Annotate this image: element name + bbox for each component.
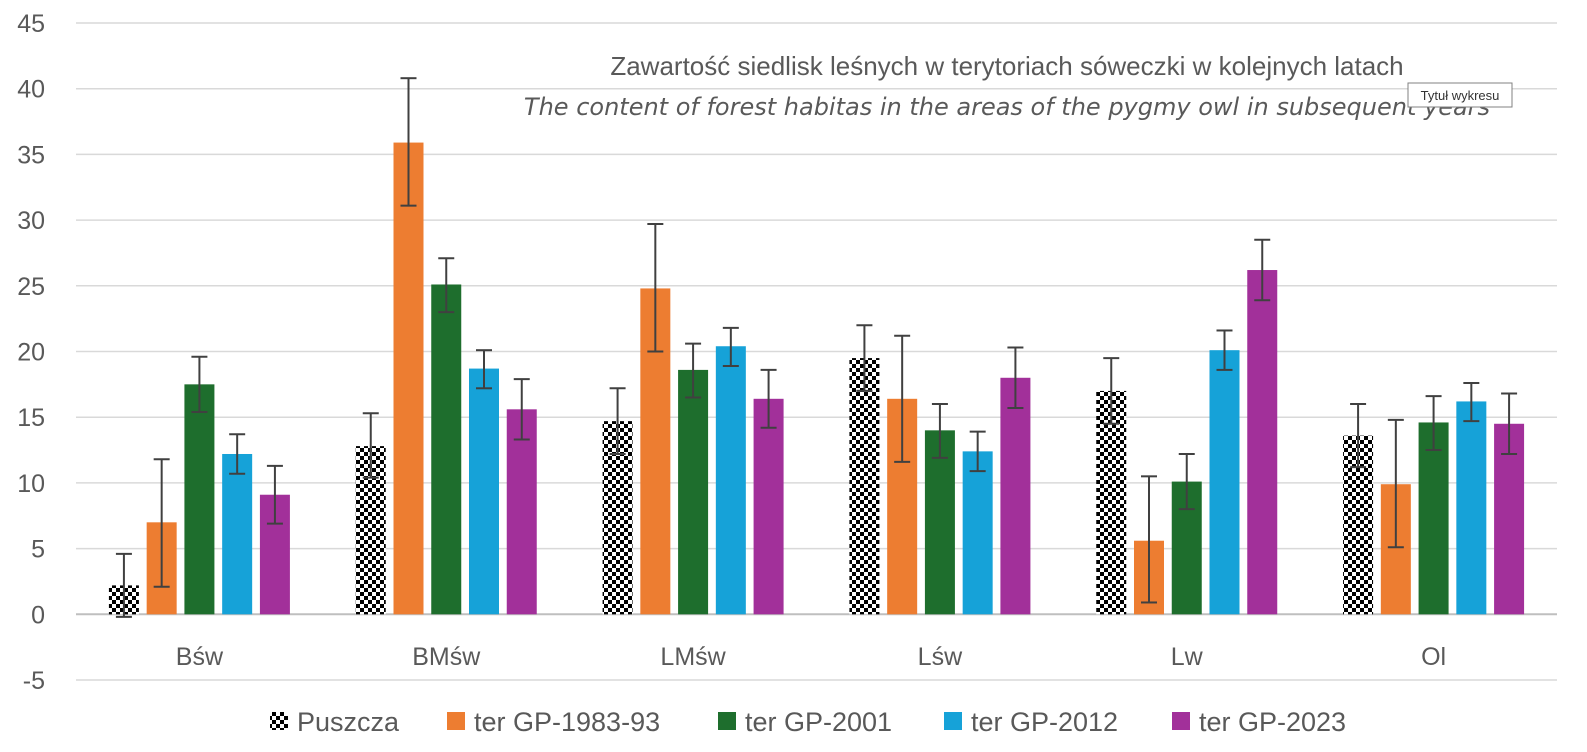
- legend-swatch: [1172, 712, 1190, 730]
- legend-label: ter GP-2023: [1199, 707, 1346, 737]
- bar: [1209, 350, 1240, 615]
- x-axis-categories: Bśw BMśw LMśw Lśw Lw Ol: [176, 643, 1446, 671]
- y-tick-label: 45: [17, 10, 45, 38]
- y-tick-label: 10: [17, 470, 45, 498]
- bar: [849, 358, 880, 615]
- legend-swatch: [718, 712, 736, 730]
- bar: [222, 453, 253, 615]
- bar: [1418, 422, 1449, 615]
- legend-label: Puszcza: [297, 707, 400, 737]
- bar: [753, 398, 784, 615]
- category-label: LMśw: [660, 643, 726, 671]
- y-tick-label: 15: [17, 404, 45, 432]
- y-tick-label: 40: [17, 76, 45, 104]
- y-axis-ticks: -5 0 5 10 15 20 25 30 35 40 45: [17, 10, 45, 695]
- legend-label: ter GP-2001: [745, 707, 892, 737]
- chart-title-tooltip: Tytuł wykresu: [1407, 82, 1513, 108]
- category-label: BMśw: [412, 643, 481, 671]
- bar: [393, 142, 424, 615]
- bar: [184, 384, 215, 615]
- bar: [924, 430, 955, 615]
- y-tick-label: 30: [17, 207, 45, 235]
- chart-title: Zawartość siedlisk leśnych w terytoriach…: [610, 51, 1403, 81]
- bar: [431, 284, 462, 615]
- y-tick-label: 20: [17, 339, 45, 367]
- legend-swatch: [270, 712, 288, 730]
- category-label: Ol: [1421, 643, 1446, 671]
- legend-label: ter GP-1983-93: [474, 707, 660, 737]
- gridlines: [76, 22, 1557, 681]
- category-label: Lw: [1171, 643, 1204, 671]
- legend-label: ter GP-2012: [971, 707, 1118, 737]
- bar: [1000, 377, 1031, 615]
- tooltip-text: Tytuł wykresu: [1421, 88, 1500, 103]
- category-label: Bśw: [176, 643, 224, 671]
- bar: [678, 369, 709, 615]
- bar: [1494, 423, 1525, 615]
- bars: [108, 142, 1525, 615]
- y-tick-label: 25: [17, 273, 45, 301]
- bar: [1247, 270, 1278, 615]
- bar: [1456, 401, 1487, 615]
- y-tick-label: 0: [31, 601, 45, 629]
- bar: [1096, 390, 1127, 615]
- bar: [962, 451, 993, 615]
- legend: Puszcza ter GP-1983-93 ter GP-2001 ter GP-2…: [270, 707, 1346, 737]
- error-bars: [115, 77, 1518, 618]
- y-tick-label: -5: [23, 667, 45, 695]
- bar: [469, 368, 499, 615]
- legend-swatch: [447, 712, 465, 730]
- y-tick-label: 5: [31, 536, 45, 564]
- bar: [506, 409, 537, 615]
- legend-swatch: [944, 712, 962, 730]
- chart-subtitle: The content of forest habitas in the are…: [524, 93, 1490, 121]
- category-label: Lśw: [918, 643, 963, 671]
- bar: [715, 346, 746, 615]
- y-tick-label: 35: [17, 141, 45, 169]
